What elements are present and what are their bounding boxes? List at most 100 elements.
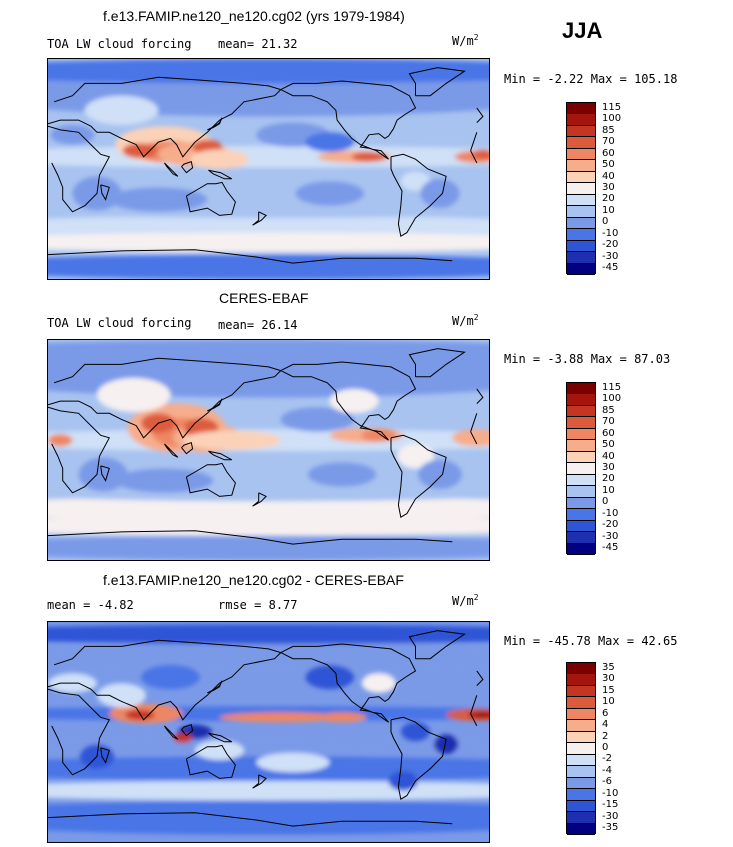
colorbar-segment xyxy=(567,240,595,253)
colorbar-segment xyxy=(567,497,595,510)
map-canvas xyxy=(48,340,489,560)
colorbar-tick-label: 50 xyxy=(602,439,615,451)
colorbar-tick-label: 30 xyxy=(602,673,615,685)
panel3-mean-value: -4.82 xyxy=(97,598,134,612)
colorbar-tick-label: -20 xyxy=(602,519,619,531)
colorbar-tick-label: -6 xyxy=(602,776,612,788)
colorbar-tick-label: 30 xyxy=(602,462,615,473)
colorbar-segment xyxy=(567,731,595,744)
panel1-minmax: Min = -2.22 Max = 105.18 xyxy=(504,72,678,86)
colorbar-segment xyxy=(567,252,595,264)
colorbar-tick-label: -35 xyxy=(602,822,619,834)
map-canvas xyxy=(48,59,489,279)
colorbar-tick-label: 70 xyxy=(602,136,615,148)
colorbar-tick-label: 60 xyxy=(602,427,615,439)
colorbar-tick-label: 10 xyxy=(602,204,615,216)
colorbar-segment xyxy=(567,229,595,241)
colorbar-tick-label: -10 xyxy=(602,787,619,799)
colorbar-segment xyxy=(567,777,595,790)
panel1-map xyxy=(47,58,490,280)
colorbar-tick-label: 10 xyxy=(602,696,615,708)
colorbar-segment xyxy=(567,405,595,418)
map-canvas xyxy=(48,622,489,842)
colorbar-tick-label: 85 xyxy=(602,404,615,416)
panel1-mean-label: mean= xyxy=(218,37,255,51)
panel3-rmse-value: 8.77 xyxy=(268,598,298,612)
colorbar-segment xyxy=(567,183,595,195)
colorbar-tick-label: 2 xyxy=(602,730,609,742)
colorbar-tick-label: -10 xyxy=(602,227,619,239)
panel1-mean: mean= 21.32 xyxy=(218,37,297,51)
colorbar-segment xyxy=(567,474,595,487)
colorbar-tick-label: -2 xyxy=(602,753,612,765)
colorbar-tick-label: 85 xyxy=(602,124,615,136)
colorbar-tick-label: 0 xyxy=(602,216,609,228)
colorbar-segment xyxy=(567,685,595,698)
colorbar-segment xyxy=(567,160,595,172)
colorbar-segment xyxy=(567,103,595,115)
panel3-units: W/m2 xyxy=(452,593,479,608)
colorbar-segment xyxy=(567,451,595,464)
panel2-variable: TOA LW cloud forcing xyxy=(47,316,192,330)
colorbar-tick-label: -20 xyxy=(602,239,619,251)
panel3-colorbar xyxy=(566,662,596,835)
panel2-colorbar xyxy=(566,382,596,555)
colorbar-tick-label: 6 xyxy=(602,707,609,719)
panel1-title: f.e13.FAMIP.ne120_ne120.cg02 (yrs 1979-1… xyxy=(103,8,405,24)
colorbar-segment xyxy=(567,520,595,533)
colorbar-tick-label: -10 xyxy=(602,507,619,519)
colorbar-segment xyxy=(567,114,595,126)
colorbar-segment xyxy=(567,543,595,555)
season-label: JJA xyxy=(562,18,603,43)
panel1-colorbar xyxy=(566,102,596,275)
colorbar-tick-label: 10 xyxy=(602,484,615,496)
colorbar-segment xyxy=(567,697,595,709)
colorbar-tick-label: 20 xyxy=(602,193,615,205)
colorbar-segment xyxy=(567,383,595,395)
colorbar-tick-label: 4 xyxy=(602,719,609,731)
panel2-mean: mean= 26.14 xyxy=(218,318,297,332)
colorbar-segment xyxy=(567,428,595,441)
colorbar-tick-label: 100 xyxy=(602,393,622,405)
colorbar-segment xyxy=(567,463,595,475)
panel3-rmse: rmse = 8.77 xyxy=(218,598,298,612)
colorbar-segment xyxy=(567,674,595,686)
panel2-mean-label: mean= xyxy=(218,318,255,332)
panel2-title: CERES-EBAF xyxy=(219,290,309,306)
colorbar-tick-label: 50 xyxy=(602,159,615,171)
colorbar-segment xyxy=(567,148,595,161)
colorbar-tick-label: 0 xyxy=(602,742,609,753)
panel3-rmse-label: rmse = xyxy=(218,598,262,612)
colorbar-tick-label: 35 xyxy=(602,661,615,673)
colorbar-segment xyxy=(567,663,595,675)
colorbar-tick-label: -15 xyxy=(602,799,619,811)
panel3-title: f.e13.FAMIP.ne120_ne120.cg02 - CERES-EBA… xyxy=(103,572,404,588)
colorbar-tick-label: 40 xyxy=(602,450,615,462)
colorbar-tick-label: -30 xyxy=(602,810,619,822)
colorbar-tick-label: 115 xyxy=(602,381,622,393)
colorbar-segment xyxy=(567,708,595,721)
colorbar-segment xyxy=(567,217,595,230)
colorbar-segment xyxy=(567,125,595,138)
colorbar-segment xyxy=(567,137,595,149)
panel1-mean-value: 21.32 xyxy=(261,37,298,51)
colorbar-segment xyxy=(567,486,595,498)
colorbar-tick-label: -45 xyxy=(602,262,619,274)
colorbar-tick-label: 40 xyxy=(602,170,615,182)
colorbar-tick-label: -30 xyxy=(602,250,619,262)
colorbar-segment xyxy=(567,509,595,521)
panel2-mean-value: 26.14 xyxy=(261,318,298,332)
panel1-units: W/m2 xyxy=(452,33,479,48)
colorbar-segment xyxy=(567,417,595,429)
colorbar-segment xyxy=(567,532,595,544)
colorbar-segment xyxy=(567,394,595,406)
panel2-map xyxy=(47,339,490,561)
colorbar-segment xyxy=(567,754,595,767)
panel3-mean: mean = -4.82 xyxy=(47,598,134,612)
colorbar-segment xyxy=(567,720,595,732)
colorbar-tick-label: 0 xyxy=(602,496,609,508)
colorbar-segment xyxy=(567,263,595,275)
colorbar-tick-label: -30 xyxy=(602,530,619,542)
colorbar-segment xyxy=(567,823,595,835)
colorbar-segment xyxy=(567,206,595,218)
